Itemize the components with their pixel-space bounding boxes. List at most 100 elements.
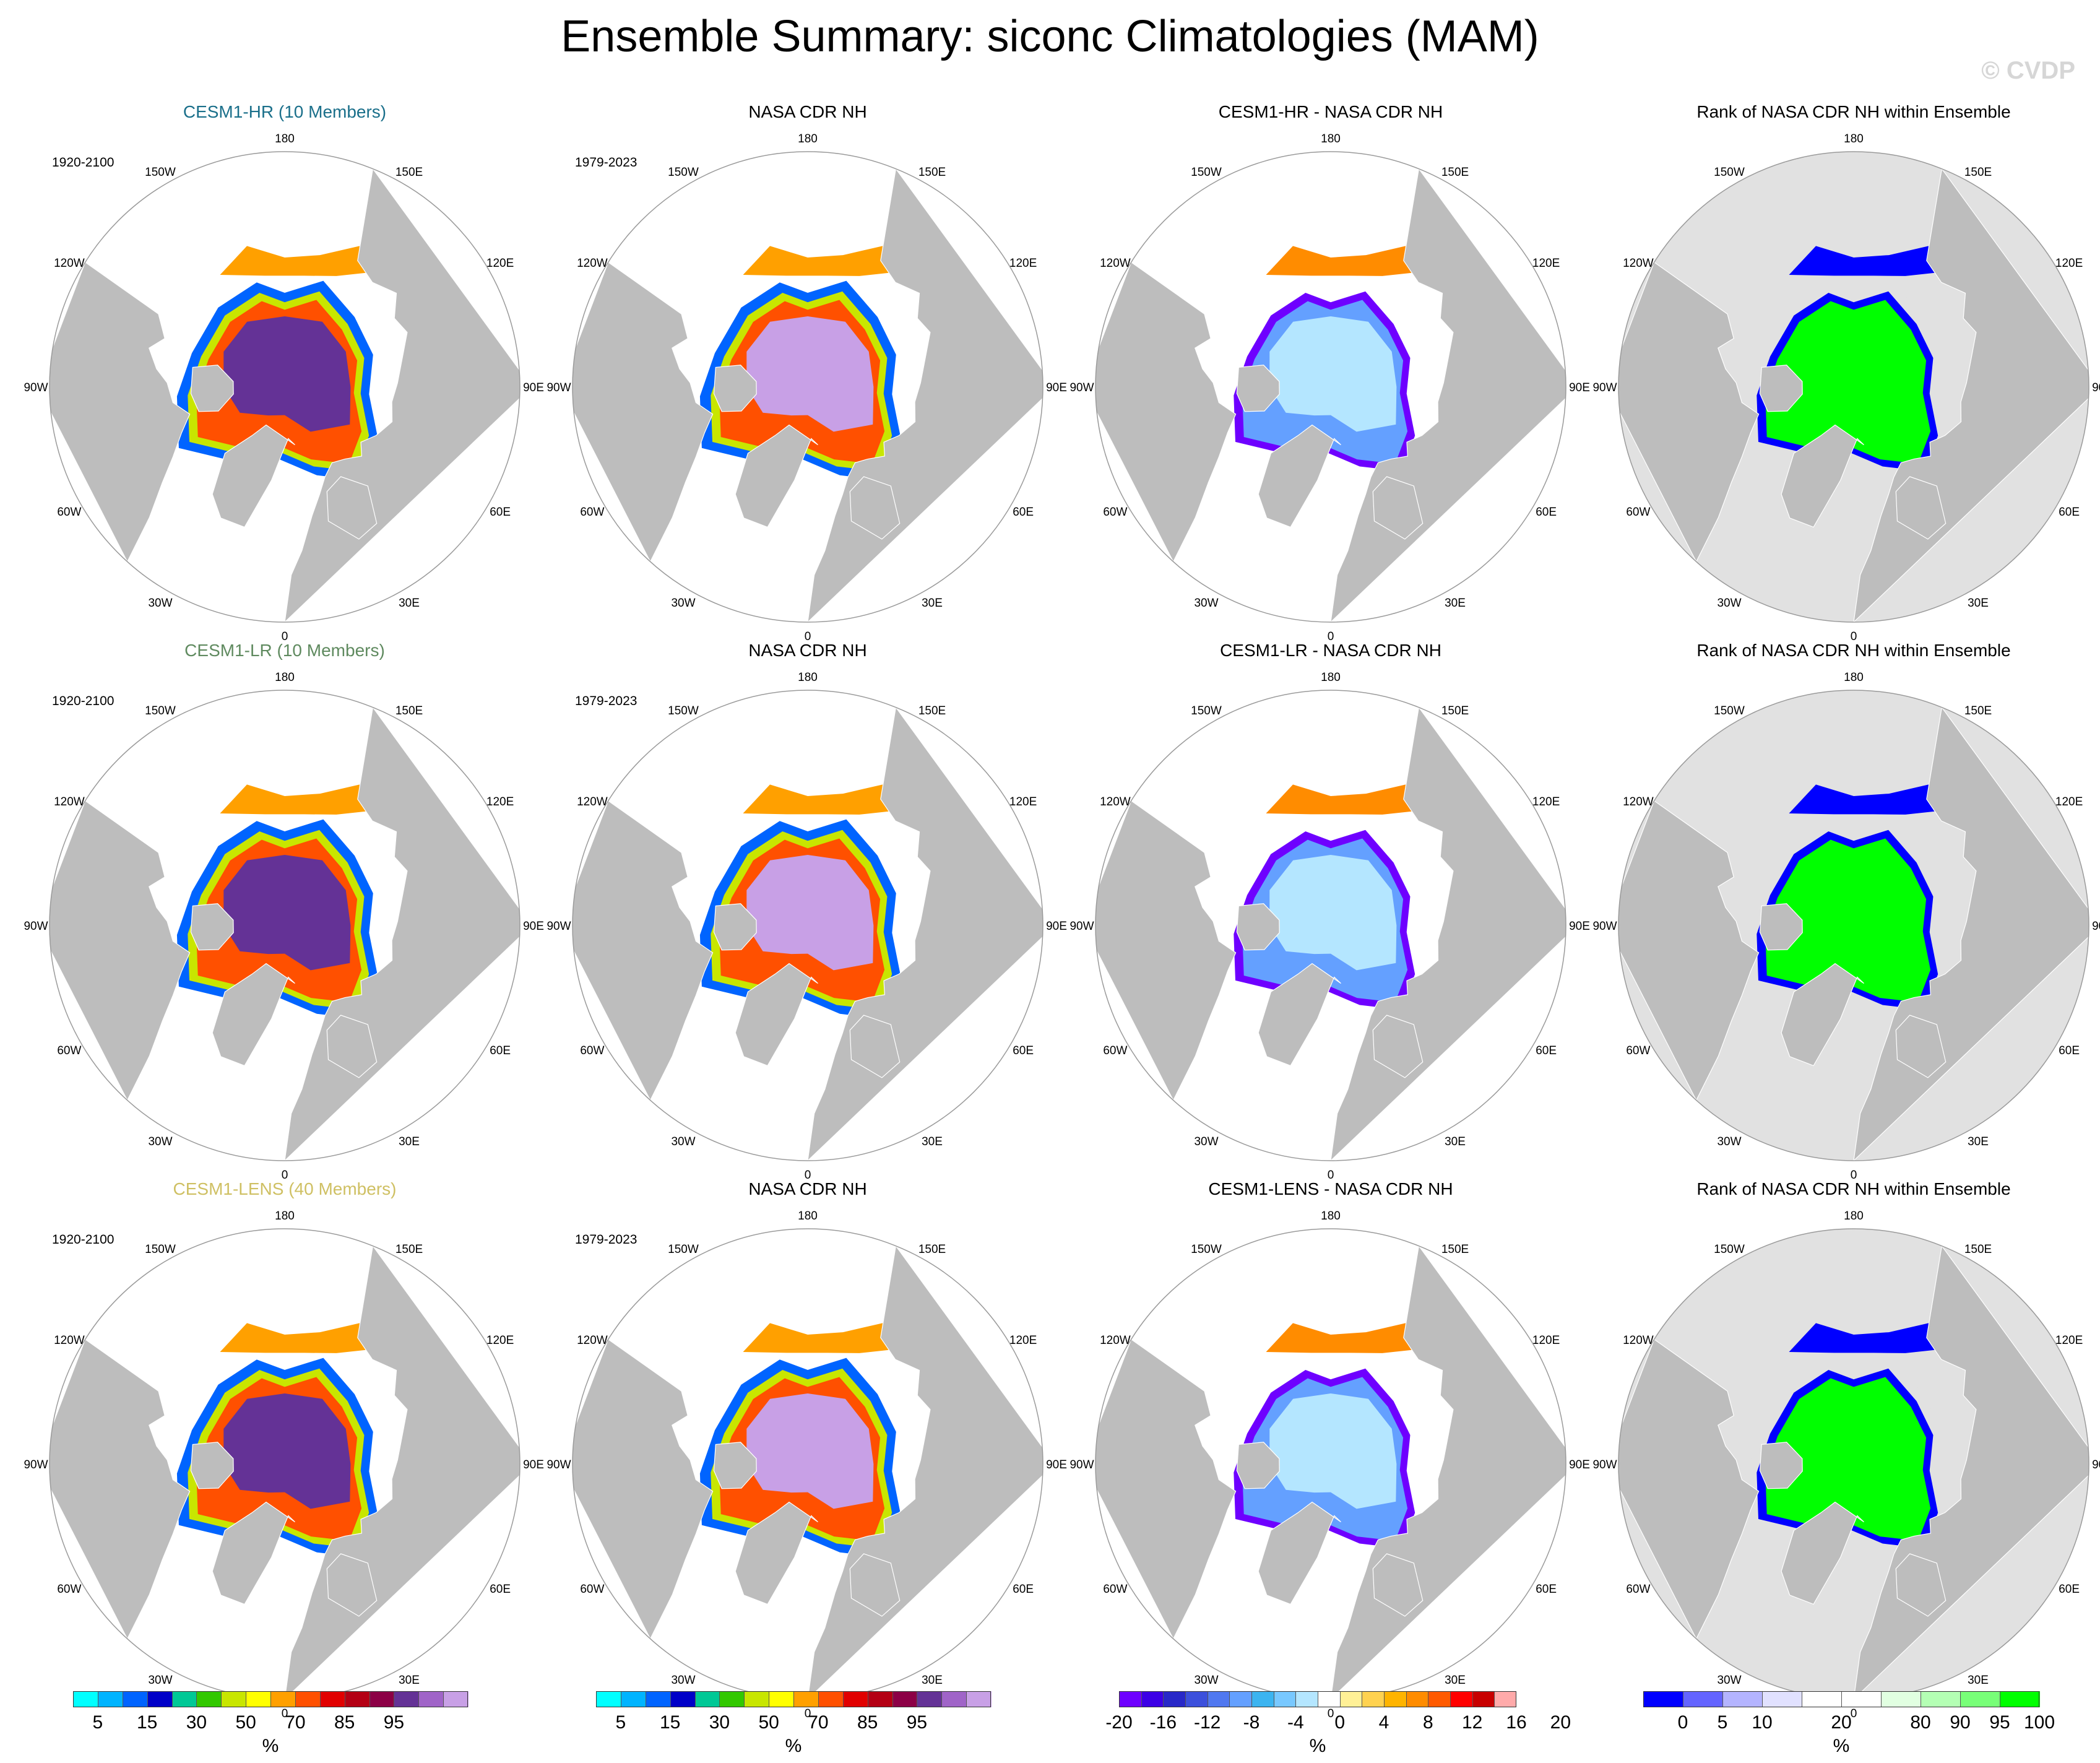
pacific-ice-region xyxy=(1266,244,1420,276)
land-mass xyxy=(713,903,757,951)
longitude-label: 120W xyxy=(1623,1334,1654,1347)
colorbar-frame xyxy=(1119,1691,1516,1707)
longitude-label: 0 xyxy=(1851,630,1857,643)
land-mass xyxy=(1895,1015,1947,1078)
longitude-label: 120E xyxy=(1532,257,1560,270)
colorbar-tick-label: 100 xyxy=(2023,1712,2055,1733)
longitude-label: 120W xyxy=(1623,795,1654,808)
land-mass xyxy=(1372,1015,1424,1078)
map-panel-model: CESM1-LENS (40 Members) 1920-2100 180 150E 1… xyxy=(24,1179,543,1720)
longitude-label: 180 xyxy=(1321,1210,1341,1223)
colorbar-tick-label: -8 xyxy=(1243,1712,1260,1733)
colorbar-tick-label: 5 xyxy=(92,1712,103,1733)
colorbar-frame xyxy=(596,1691,991,1707)
map-panel-model: CESM1-LR (10 Members) 1920-2100 180 150E 120… xyxy=(24,641,543,1182)
colorbar-swatch xyxy=(147,1691,172,1707)
map-boundary xyxy=(1095,151,1566,623)
land-mass xyxy=(1372,1553,1424,1617)
ice-core-region xyxy=(223,855,351,971)
land-mass xyxy=(1781,1501,1864,1605)
colorbar-tick-label: 70 xyxy=(808,1712,829,1733)
pacific-ice-region xyxy=(1266,1321,1420,1353)
panel-title: Rank of NASA CDR NH within Ensemble xyxy=(1696,102,2011,121)
polar-map: 180 150E 120E 90E 60E 30E 0 30W 60W 90W 120W 150W xyxy=(1592,671,2100,1182)
pacific-ice-region xyxy=(220,782,374,815)
longitude-label: 0 xyxy=(1851,1707,1857,1720)
longitude-label: 150E xyxy=(395,166,423,179)
longitude-label: 30W xyxy=(148,1135,172,1148)
colorbar-conc-obs: 5 15 30 50 70 85 95% xyxy=(596,1691,992,1759)
colorbar-swatch xyxy=(1185,1691,1208,1707)
longitude-label: 30E xyxy=(399,1674,420,1687)
colorbar-swatch xyxy=(1318,1691,1341,1707)
longitude-label: 180 xyxy=(798,671,818,684)
longitude-label: 60W xyxy=(1626,1044,1650,1057)
land-mass xyxy=(1258,424,1341,528)
colorbar-swatch xyxy=(966,1691,992,1707)
longitude-label: 180 xyxy=(1844,1210,1864,1223)
longitude-label: 0 xyxy=(282,1169,288,1182)
map-panel-diff: CESM1-LR - NASA CDR NH 180 150E 120E 90E 60E 3… xyxy=(1069,641,1589,1182)
ice-core-region xyxy=(1792,316,1920,432)
land-mass xyxy=(50,261,191,563)
pacific-ice-region xyxy=(1789,1321,1943,1353)
colorbar-tick-label: 20 xyxy=(1550,1712,1571,1733)
colorbar-swatch xyxy=(1384,1691,1407,1707)
longitude-label: 30W xyxy=(671,1135,695,1148)
longitude-label: 150W xyxy=(1714,704,1745,717)
land-mass xyxy=(849,1553,901,1617)
colorbar-tick-label: 30 xyxy=(186,1712,207,1733)
land-mass xyxy=(50,800,191,1101)
longitude-label: 60W xyxy=(580,1583,604,1596)
colorbar-tick-label: 15 xyxy=(136,1712,158,1733)
longitude-label: 60W xyxy=(57,1044,81,1057)
longitude-label: 30W xyxy=(1717,1135,1741,1148)
colorbar-swatch xyxy=(369,1691,394,1707)
longitude-label: 30W xyxy=(1194,1674,1218,1687)
colorbar-swatch xyxy=(818,1691,844,1707)
longitude-label: 60E xyxy=(1013,506,1034,519)
colorbar-swatch xyxy=(295,1691,321,1707)
pacific-ice-region xyxy=(1266,782,1420,815)
map-boundary xyxy=(49,151,521,623)
longitude-label: 150W xyxy=(668,704,699,717)
longitude-label: 30E xyxy=(1968,597,1989,610)
map-panel-obs: NASA CDR NH 1979-2023 180 150E 120E 90E 60E 30E… xyxy=(547,102,1066,643)
colorbar-swatch xyxy=(1841,1691,1882,1707)
longitude-label: 0 xyxy=(282,1707,288,1720)
longitude-label: 60W xyxy=(580,1044,604,1057)
longitude-label: 120E xyxy=(1532,795,1560,808)
colorbar-swatch xyxy=(793,1691,819,1707)
panel-title: CESM1-HR (10 Members) xyxy=(183,102,387,121)
longitude-label: 0 xyxy=(1328,630,1334,643)
land-mass xyxy=(1759,1442,1803,1489)
colorbar-swatch xyxy=(1881,1691,1921,1707)
polar-map: 180 150E 120E 90E 60E 30E 0 30W 60W 90W 120W 150W xyxy=(1069,671,1589,1182)
map-boundary xyxy=(1095,690,1566,1161)
polar-map: 180 150E 120E 90E 60E 30E 0 30W 60W 90W 120W 150W xyxy=(547,132,1066,643)
map-panel-diff: CESM1-LENS - NASA CDR NH 180 150E 120E 90E 60… xyxy=(1069,1179,1589,1720)
colorbar-swatch xyxy=(842,1691,868,1707)
longitude-label: 30E xyxy=(1445,1674,1466,1687)
longitude-label: 60W xyxy=(1103,1044,1127,1057)
longitude-label: 120E xyxy=(1009,257,1037,270)
longitude-label: 180 xyxy=(1844,671,1864,684)
colorbar-swatch xyxy=(1207,1691,1230,1707)
colorbar-swatch xyxy=(1960,1691,2000,1707)
land-mass xyxy=(1372,476,1424,540)
longitude-label: 30W xyxy=(148,1674,172,1687)
longitude-label: 90E xyxy=(2092,920,2100,933)
longitude-label: 60W xyxy=(1103,506,1127,519)
polar-map: 180 150E 120E 90E 60E 30E 0 30W 60W 90W 120W 150W xyxy=(24,1210,543,1720)
land-mass xyxy=(190,903,234,951)
pacific-ice-region xyxy=(743,782,897,815)
longitude-label: 30E xyxy=(1445,597,1466,610)
longitude-label: 30W xyxy=(1717,1674,1741,1687)
land-mass xyxy=(713,365,757,412)
panel-title: CESM1-LR - NASA CDR NH xyxy=(1220,641,1441,660)
map-boundary xyxy=(1618,151,2089,623)
pacific-ice-region xyxy=(743,1321,897,1353)
longitude-label: 90E xyxy=(1569,1458,1590,1471)
land-mass xyxy=(326,1553,378,1617)
land-mass xyxy=(1258,1501,1341,1605)
